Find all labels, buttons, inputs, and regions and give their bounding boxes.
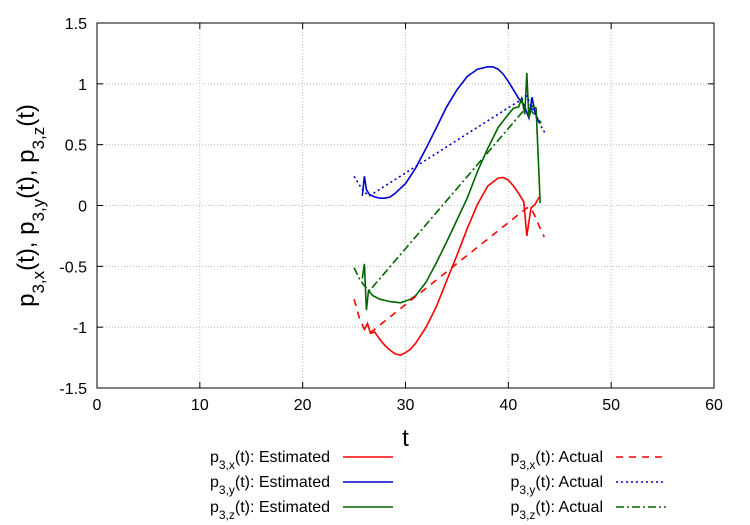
series-layer bbox=[353, 66, 547, 356]
legend-label: p3,z(t): Estimated bbox=[210, 499, 330, 522]
x-tick-label: 50 bbox=[602, 397, 620, 414]
series-line-5 bbox=[353, 105, 542, 292]
x-tick-label: 60 bbox=[705, 397, 723, 414]
x-tick-label: 20 bbox=[294, 397, 312, 414]
x-tick-label: 0 bbox=[93, 397, 102, 414]
x-axis-label: t bbox=[402, 425, 409, 452]
legend-label: p3,y(t): Estimated bbox=[210, 474, 330, 497]
series-line-4 bbox=[353, 94, 547, 197]
x-tick-label: 30 bbox=[397, 397, 415, 414]
y-tick-label: 1 bbox=[78, 77, 87, 94]
series-line-3 bbox=[353, 207, 546, 335]
legend-label: p3,x(t): Actual bbox=[511, 449, 604, 472]
axis-ticks: 0 10 20 30 40 50 60 -1.5 -1 -0.5 0 0.5 1 1.5 bbox=[59, 16, 723, 414]
y-axis-label: p3,x(t), p3,y(t), p3,z(t) bbox=[13, 104, 48, 307]
y-tick-label: -1 bbox=[73, 320, 87, 337]
y-tick-label: 1.5 bbox=[65, 16, 87, 33]
grid-lines bbox=[97, 23, 714, 388]
legend-label: p3,y(t): Actual bbox=[511, 474, 604, 497]
y-tick-label: 0.5 bbox=[65, 138, 87, 155]
x-tick-label: 40 bbox=[499, 397, 517, 414]
y-tick-label: -0.5 bbox=[59, 259, 87, 276]
x-tick-label: 10 bbox=[191, 397, 209, 414]
series-line-1 bbox=[361, 66, 540, 199]
legend-label: p3,z(t): Actual bbox=[511, 499, 604, 522]
legend-label: p3,x(t): Estimated bbox=[210, 449, 330, 472]
y-tick-label: -1.5 bbox=[59, 381, 87, 398]
series-line-2 bbox=[361, 72, 541, 311]
y-tick-label: 0 bbox=[78, 199, 87, 216]
series-line-0 bbox=[363, 176, 540, 356]
